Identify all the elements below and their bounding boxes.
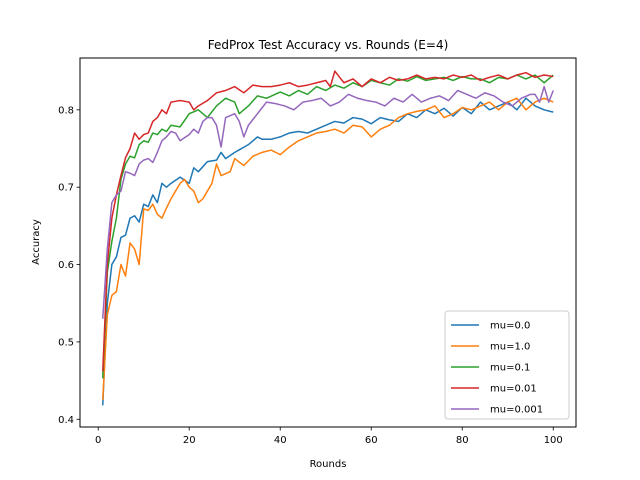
series-line-mu-0-0 (102, 97, 554, 406)
legend-label: mu=0.01 (490, 384, 537, 395)
y-axis-label: Accuracy (31, 219, 42, 265)
legend-label: mu=0.001 (490, 405, 543, 416)
x-tick-label: 100 (544, 435, 563, 446)
x-tick-label: 0 (95, 435, 101, 446)
y-tick-label: 0.4 (58, 415, 74, 426)
x-tick-label: 20 (183, 435, 196, 446)
series-line-mu-1-0 (102, 97, 554, 400)
x-axis: 0 20 40 60 80 100 (95, 427, 563, 446)
plot-lines (102, 70, 554, 406)
legend-box (444, 310, 570, 420)
y-axis: 0.4 0.5 0.6 0.7 0.8 (58, 105, 80, 426)
legend-label: mu=1.0 (490, 342, 530, 353)
chart-title: FedProx Test Accuracy vs. Rounds (E=4) (208, 38, 449, 52)
legend-label: mu=0.0 (490, 321, 530, 332)
legend-label: mu=0.1 (490, 363, 530, 374)
plot-frame (79, 57, 577, 428)
x-tick-label: 60 (365, 435, 378, 446)
x-tick-label: 40 (274, 435, 287, 446)
y-tick-label: 0.7 (58, 183, 74, 194)
y-tick-label: 0.6 (58, 260, 74, 271)
x-axis-label: Rounds (310, 459, 347, 470)
series-line-mu-0-01 (102, 70, 554, 372)
series-line-mu-0-001 (102, 85, 554, 319)
y-tick-label: 0.8 (58, 105, 74, 116)
x-tick-label: 80 (456, 435, 469, 446)
legend: mu=0.0 mu=1.0 mu=0.1 mu=0.01 mu=0.001 (444, 310, 570, 420)
y-tick-label: 0.5 (58, 337, 74, 348)
